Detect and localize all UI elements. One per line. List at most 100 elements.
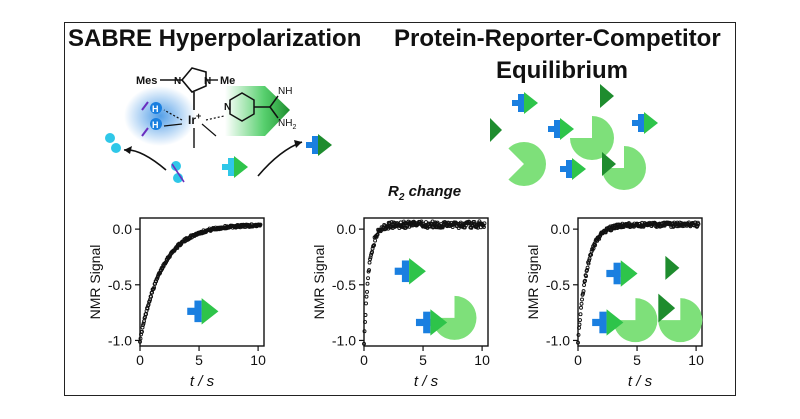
- y-axis-label: NMR Signal: [311, 245, 327, 320]
- inset-reporter-icon: [606, 260, 638, 287]
- data-point: [481, 225, 486, 229]
- x-tick-label: 10: [250, 352, 266, 368]
- data-point: [373, 238, 378, 243]
- data-point: [368, 255, 373, 260]
- data-point: [368, 257, 373, 262]
- inset-protein-icon: [658, 298, 703, 343]
- data-point: [593, 243, 598, 248]
- data-point: [362, 341, 366, 346]
- data-point: [696, 222, 701, 226]
- empty-protein: [508, 142, 546, 186]
- data-point: [140, 329, 144, 334]
- polarized-reporter-icon: [306, 134, 332, 156]
- pyridine-glow: [225, 86, 290, 136]
- me-label: Me: [220, 75, 235, 87]
- data-point: [367, 260, 372, 265]
- data-point: [585, 267, 590, 272]
- data-point: [579, 301, 584, 306]
- data-point: [372, 243, 377, 248]
- sabre-scheme: Mes Me N N Ir+ H H N NH NH2: [105, 67, 303, 183]
- mes-label: Mes: [136, 75, 157, 87]
- data-point: [363, 320, 367, 324]
- data-point: [578, 318, 582, 322]
- release-arrow: [123, 149, 167, 171]
- free-reporter-icon: [222, 156, 248, 178]
- inset-competitor-icon: [658, 293, 676, 323]
- protein-with-reporter: [570, 116, 614, 160]
- x-axis-label: t / s: [414, 373, 439, 390]
- data-point: [576, 340, 580, 345]
- data-point: [591, 246, 596, 251]
- r2-change-label: R2 change: [388, 183, 462, 203]
- data-point: [149, 294, 154, 299]
- n-label-left: N: [174, 76, 181, 87]
- data-point: [582, 283, 587, 288]
- data-point: [141, 321, 146, 326]
- y-axis-label: NMR Signal: [525, 245, 541, 320]
- x-tick-label: 10: [688, 352, 704, 368]
- x-tick-label: 5: [633, 352, 641, 368]
- x-axis-label: t / s: [190, 373, 215, 390]
- y-tick-label: -1.0: [332, 332, 356, 348]
- plot-reporter-only: 0 5 10 0.0 -0.5 -1.0 NMR Signal t / s: [87, 217, 266, 390]
- inset-reporter-icon: [592, 309, 624, 336]
- hydride-label: H: [152, 104, 159, 114]
- hydride-label: H: [152, 120, 159, 130]
- data-point: [365, 281, 370, 286]
- competitor-molecule: [600, 84, 614, 108]
- data-point: [579, 305, 583, 310]
- nh-label: NH: [278, 86, 292, 97]
- binding-arrow: [257, 141, 303, 177]
- y-tick-label: -0.5: [108, 277, 132, 293]
- x-axis-label: t / s: [628, 373, 653, 390]
- inset-reporter-icon: [415, 309, 448, 336]
- iridium-label: Ir+: [188, 111, 201, 127]
- data-point: [482, 221, 487, 226]
- data-point: [138, 336, 143, 341]
- title-equilibrium-line1: Protein-Reporter-Competitor: [394, 25, 721, 52]
- y-tick-label: -0.5: [546, 277, 570, 293]
- data-point: [363, 313, 368, 317]
- figure-border: [64, 22, 736, 396]
- pyridine-ring: [229, 92, 255, 122]
- inset-reporter-icon: [187, 298, 219, 325]
- x-tick-label: 0: [574, 352, 582, 368]
- data-point: [367, 268, 371, 273]
- data-point: [580, 297, 584, 302]
- data-point: [364, 301, 368, 306]
- nh2-label: NH2: [278, 118, 296, 131]
- protein-with-competitor: [602, 146, 646, 190]
- hydride-atom: [150, 118, 162, 130]
- data-point: [258, 222, 263, 227]
- y-tick-label: -1.0: [108, 332, 132, 348]
- plot-axes-box: [139, 217, 265, 347]
- data-point: [577, 322, 582, 327]
- plot-reporter-competitor-protein: 0 5 10 0.0 -0.5 -1.0 NMR Signal t / s: [525, 217, 704, 390]
- x-tick-label: 0: [360, 352, 368, 368]
- data-point: [362, 329, 367, 334]
- competitor-molecule: [490, 118, 502, 142]
- reporter-in-protein: [548, 118, 574, 140]
- hydride-atom: [150, 102, 162, 114]
- data-point: [693, 220, 698, 225]
- y-tick-label: 0.0: [337, 221, 357, 237]
- data-point: [467, 221, 472, 226]
- hydride-glow: [124, 86, 196, 146]
- n-label-right: N: [204, 76, 211, 87]
- data-point: [365, 289, 369, 294]
- data-point: [584, 274, 589, 279]
- inset-protein-icon: [432, 295, 477, 340]
- plot-reporter-protein: 0 5 10 0.0 -0.5 -1.0 NMR Signal t / s: [311, 217, 490, 390]
- data-series: [138, 222, 263, 344]
- h2-molecule: [105, 133, 115, 143]
- x-tick-label: 5: [419, 352, 427, 368]
- inset-competitor-icon: [665, 255, 680, 280]
- data-point: [587, 258, 592, 263]
- nhc-ring: [180, 67, 207, 93]
- plot-axes-box: [363, 217, 489, 347]
- y-tick-label: -1.0: [546, 332, 570, 348]
- pyridine-n-label: N: [224, 102, 231, 113]
- x-tick-label: 10: [474, 352, 490, 368]
- inset-reporter-icon: [394, 258, 426, 285]
